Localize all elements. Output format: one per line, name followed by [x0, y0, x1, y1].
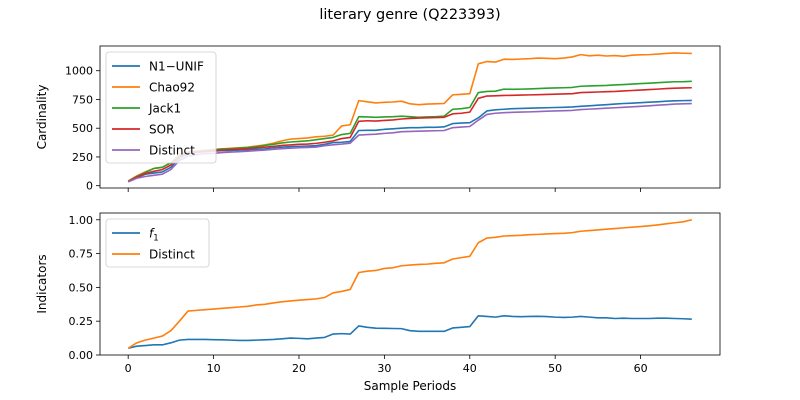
- y-tick-label: 0.25: [69, 315, 94, 328]
- y-tick-label: 250: [72, 151, 93, 164]
- x-tick-label: 0: [125, 362, 132, 375]
- figure-title: literary genre (Q223393): [319, 7, 500, 23]
- chart-panels: 02505007501000CardinalityN1−UNIFChao92Ja…: [35, 45, 721, 393]
- x-tick-label: 20: [292, 362, 306, 375]
- y-tick-label: 1000: [65, 65, 93, 78]
- chart-panel-1: 0 250 500 750 1000 Cardinality N1−UNIF Chao92 Ja…: [35, 45, 721, 193]
- legend-label: Distinct: [149, 144, 195, 158]
- x-tick-label: 10: [207, 362, 221, 375]
- legend-label: Chao92: [149, 81, 195, 95]
- x-axis-label: Sample Periods: [364, 379, 456, 393]
- y-tick-label: 1.00: [69, 214, 94, 227]
- y-axis-label: Indicators: [35, 254, 49, 313]
- y-tick-label: 0: [86, 180, 93, 193]
- axes-frame: [99, 212, 721, 356]
- series-line-distinct: [127, 102, 692, 183]
- axes-frame: [99, 45, 721, 189]
- series-line-jack1: [127, 80, 692, 183]
- y-tick-label: 750: [72, 93, 93, 106]
- legend: f1 Distinct: [105, 218, 210, 268]
- y-axis-label: Cardinality: [35, 85, 49, 150]
- legend-label: f1: [149, 227, 159, 244]
- series-line-sor: [127, 86, 692, 183]
- chart-panel-2: 0 10 20 30 40 50 60 0.00 0.25 0.50 0.75 1.00 Indicat…: [35, 212, 721, 393]
- x-tick-label: 40: [463, 362, 477, 375]
- legend-box: [105, 218, 210, 268]
- legend-label: Jack1: [148, 102, 181, 116]
- legend-label: N1−UNIF: [149, 60, 204, 74]
- x-tick-label: 60: [634, 362, 648, 375]
- y-tick-label: 500: [72, 122, 93, 135]
- y-tick-label: 0.50: [69, 281, 94, 294]
- x-tick-label: 50: [548, 362, 562, 375]
- legend: N1−UNIF Chao92 Jack1 SOR Distinct: [105, 51, 217, 164]
- legend-label: Distinct: [149, 248, 195, 262]
- legend-box: [105, 51, 217, 164]
- legend-label: SOR: [149, 123, 174, 137]
- series-line-f1: [127, 314, 692, 350]
- x-tick-label: 30: [377, 362, 391, 375]
- series-line-distinct: [127, 218, 693, 349]
- y-tick-label: 0.75: [69, 248, 94, 261]
- y-tick-label: 0.00: [69, 349, 94, 362]
